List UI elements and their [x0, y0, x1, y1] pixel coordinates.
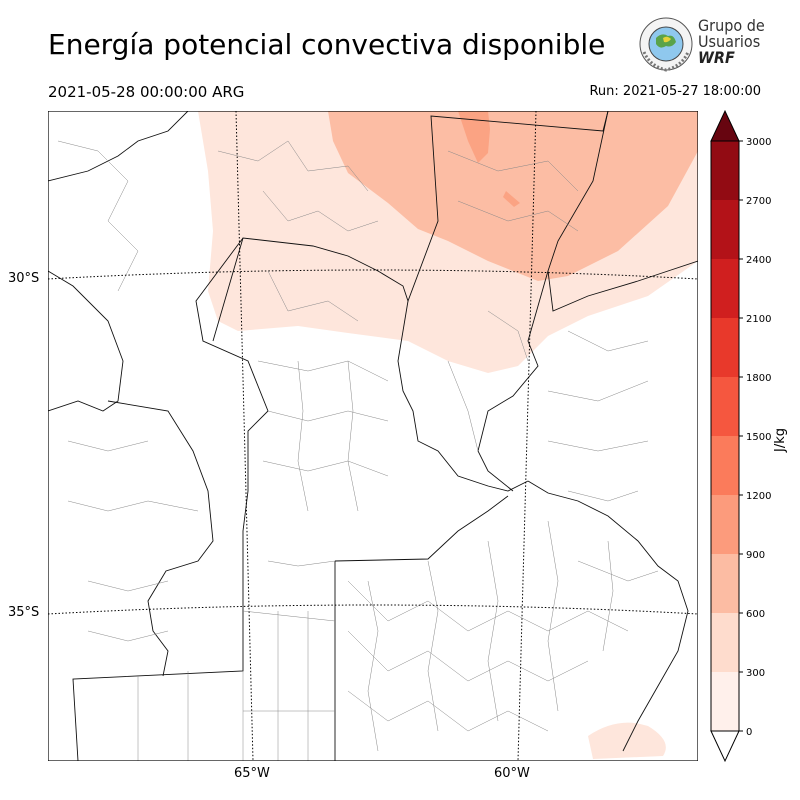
- run-time: Run: 2021-05-27 18:00:00: [589, 84, 761, 99]
- colorbar-tick-label: 2400: [746, 255, 771, 266]
- cape-strong-area: [458, 111, 490, 163]
- colorbar-bin: [711, 495, 739, 554]
- colorbar-tick-label: 2100: [746, 314, 771, 325]
- colorbar: 0 300 600 900 1200 1500 1800 2100 2400 2700 3000: [710, 109, 771, 763]
- valid-time: 2021-05-28 00:00:00 ARG: [48, 83, 245, 101]
- colorbar-bin: [711, 377, 739, 436]
- province-borders: [48, 111, 698, 761]
- cape-mid-area: [328, 111, 698, 281]
- department-borders: [57, 140, 659, 761]
- graticule: [48, 111, 698, 761]
- colorbar-tick-label: 1200: [746, 491, 771, 502]
- logo-line-3: WRF: [698, 48, 735, 67]
- colorbar-unit: J/kg: [773, 428, 788, 452]
- lon-label-65w: 65°W: [234, 766, 270, 781]
- colorbar-bin: [711, 259, 739, 318]
- colorbar-bin: [711, 436, 739, 495]
- colorbar-bin: [711, 200, 739, 259]
- lat-label-35s: 35°S: [8, 605, 40, 620]
- colorbar-tick-label: 3000: [746, 137, 771, 148]
- colorbar-tick-label: 2700: [746, 196, 771, 207]
- lon-label-60w: 60°W: [494, 766, 530, 781]
- colorbar-bin: [711, 554, 739, 613]
- colorbar-tick-label: 600: [746, 609, 765, 620]
- cape-strong-area-2: [503, 191, 520, 207]
- wrf-logo: Grupo de Usuarios WRF: [638, 16, 768, 72]
- colorbar-tick-label: 300: [746, 668, 765, 679]
- colorbar-bin: [711, 318, 739, 377]
- colorbar-bin: [711, 613, 739, 672]
- colorbar-tick-label: 0: [746, 727, 752, 738]
- logo-text: Grupo de Usuarios WRF: [698, 18, 765, 66]
- colorbar-tick-label: 1500: [746, 432, 771, 443]
- logo-line-2: Usuarios: [698, 32, 761, 51]
- map-title: Energía potencial convectiva disponible: [48, 28, 606, 61]
- lat-label-30s: 30°S: [8, 271, 40, 286]
- colorbar-extend-max: [710, 109, 740, 142]
- cape-map: [48, 111, 698, 761]
- colorbar-tick-label: 1800: [746, 373, 771, 384]
- colorbar-extend-min: [710, 730, 740, 763]
- cape-south-patch: [588, 722, 666, 759]
- globe-seal-icon: [639, 17, 693, 72]
- colorbar-bin: [711, 141, 739, 200]
- colorbar-bin: [711, 672, 739, 731]
- cape-field: [198, 111, 698, 759]
- colorbar-tick-label: 900: [746, 550, 765, 561]
- logo-line-1: Grupo de: [698, 16, 765, 35]
